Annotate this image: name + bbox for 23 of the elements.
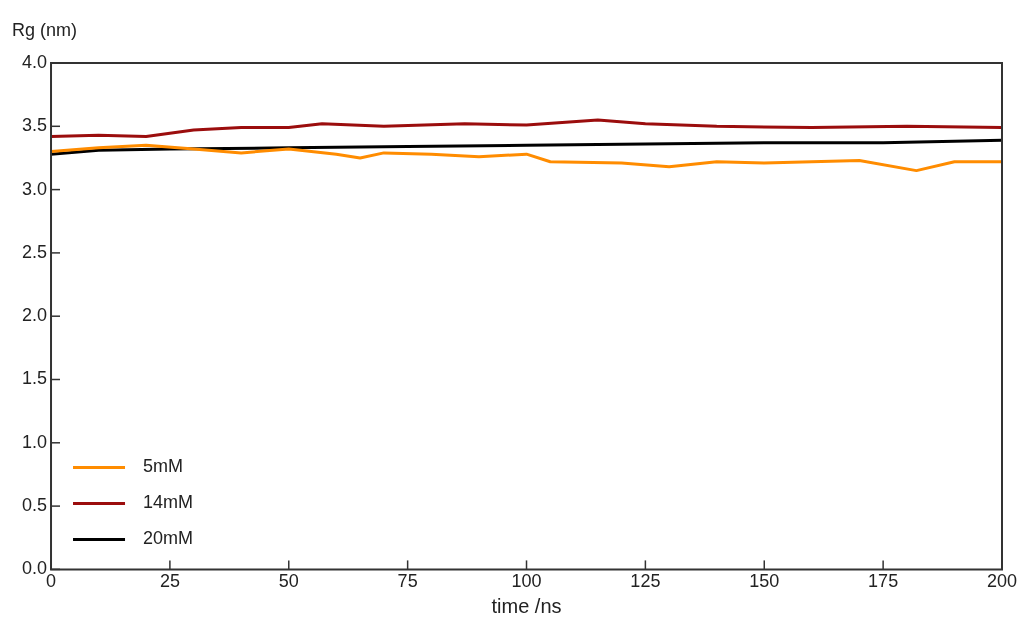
y-tick-label: 3.5 — [21, 115, 48, 136]
x-tick-label: 100 — [511, 571, 542, 592]
x-tick-label: 150 — [749, 571, 780, 592]
x-tick-label: 200 — [986, 571, 1018, 592]
x-axis-title: time /ns — [491, 594, 562, 617]
y-tick-label: 2.5 — [21, 241, 48, 262]
x-tick-label: 125 — [630, 571, 661, 592]
y-tick-label: 2.0 — [21, 305, 48, 326]
x-tick-label: 0 — [46, 571, 57, 592]
y-tick-label: 1.0 — [21, 431, 48, 452]
y-tick-label: 0.5 — [21, 495, 48, 516]
x-tick-label: 50 — [278, 571, 299, 592]
legend-label: 14mM — [143, 492, 194, 513]
y-tick-label: 4.0 — [21, 51, 48, 72]
y-tick-label: 1.5 — [21, 368, 48, 389]
y-tick-label: 3.0 — [21, 178, 48, 199]
x-tick-label: 75 — [397, 571, 418, 592]
legend-label: 20mM — [143, 528, 194, 549]
legend-label: 5mM — [143, 456, 184, 477]
x-tick-label: 175 — [868, 571, 899, 592]
y-tick-label: 0.0 — [21, 558, 48, 579]
x-tick-label: 25 — [159, 571, 180, 592]
y-axis-title: Rg (nm) — [12, 19, 78, 40]
